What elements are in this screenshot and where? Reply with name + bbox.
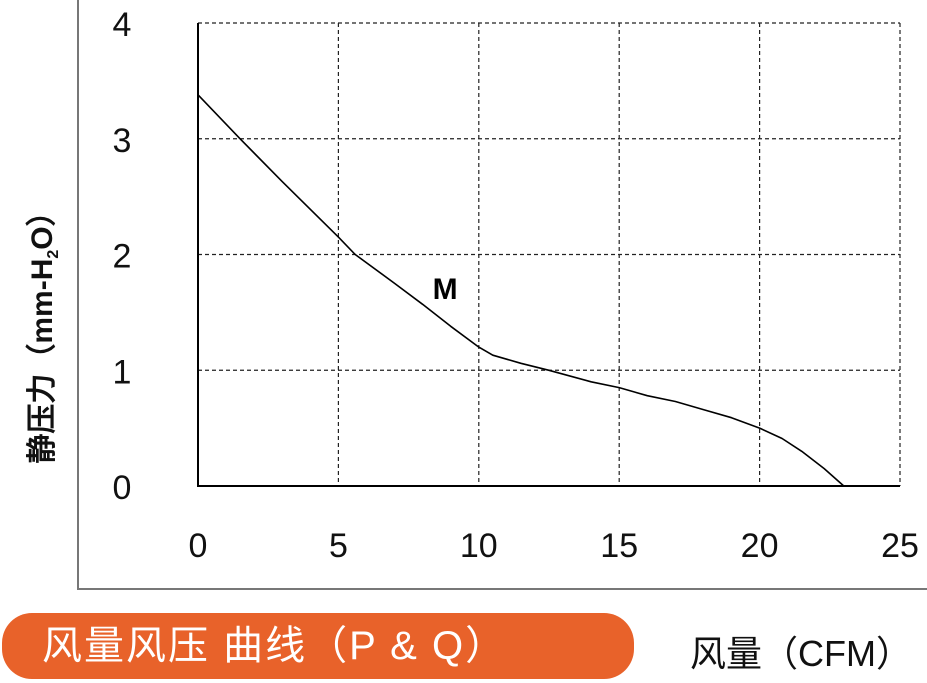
chart-title: 风量风压 曲线（P & Q） (2, 613, 634, 679)
x-tick-label: 25 (881, 527, 919, 565)
y-tick-label: 0 (113, 469, 132, 507)
x-tick-label: 10 (460, 527, 498, 565)
y-tick-label: 2 (113, 238, 132, 276)
y-axis-label: 静压力（mm-H2O） (17, 196, 63, 463)
series-line-M (197, 94, 845, 487)
y-tick-label: 4 (113, 6, 132, 44)
chart-frame (77, 0, 927, 590)
y-axis-label-main: 静压力（mm-H (26, 258, 59, 464)
y-tick-label: 3 (113, 122, 132, 160)
x-tick-label: 5 (329, 527, 348, 565)
y-axis-label-subscript: 2 (45, 249, 62, 259)
x-tick-label: 20 (741, 527, 779, 565)
curve-label: M (433, 273, 458, 306)
y-tick-label: 1 (113, 353, 132, 391)
x-tick-label: 0 (189, 527, 208, 565)
x-axis-label: 风量（CFM） (690, 633, 912, 674)
x-tick-label: 15 (600, 527, 638, 565)
y-axis-label-end: O） (26, 196, 59, 250)
